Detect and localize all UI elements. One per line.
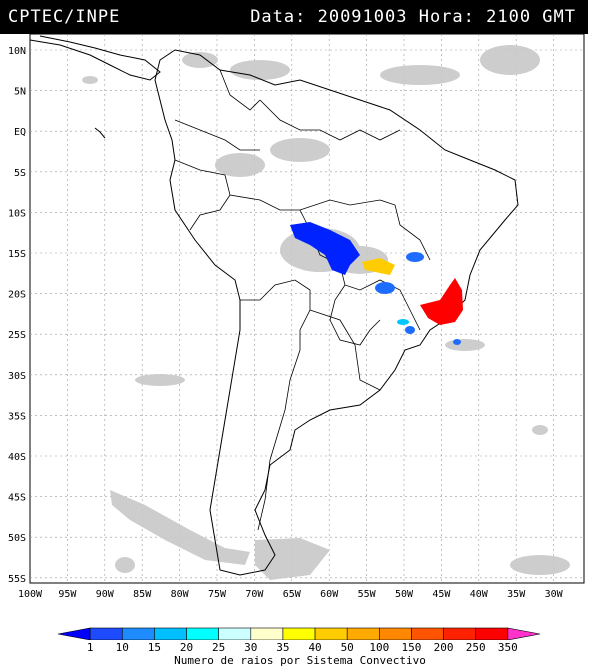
continent-outline	[29, 35, 519, 576]
lon-label: 85W	[133, 589, 152, 600]
lat-label: 5S	[14, 168, 26, 179]
cluster-red	[420, 278, 463, 325]
lat-label: 10N	[8, 46, 26, 57]
colorbar-label: 200	[433, 641, 454, 654]
colorbar-swatch	[282, 627, 316, 640]
colorbar-caption: Numero de raios por Sistema Convectivo	[174, 654, 426, 667]
lat-label: 25S	[8, 330, 26, 341]
colorbar-swatch	[475, 627, 509, 640]
datetime-label: Data: 20091003 Hora: 2100 GMT	[250, 7, 576, 27]
colorbar-label: 50	[340, 641, 354, 654]
colorbar-label: 30	[244, 641, 258, 654]
lon-label: 40W	[470, 589, 489, 600]
lightning-map: 10N5NEQ5S10S15S20S25S30S35S40S45S50S55S …	[8, 34, 585, 640]
lat-label: 55S	[8, 574, 26, 585]
colorbar-label: 250	[465, 641, 486, 654]
colorbar-swatch	[507, 627, 541, 640]
colorbar-label: 15	[147, 641, 162, 654]
colorbar-swatch	[89, 627, 123, 640]
lat-label: 40S	[8, 452, 26, 463]
colorbar-label: 25	[212, 641, 226, 654]
latitude-labels: 10N 5N EQ 5S 10S 15S 20S 25S 30S 35S 40S 45S 50S 55S	[8, 46, 26, 585]
colorbar-label: 1	[86, 641, 94, 654]
lat-label: 35S	[8, 411, 26, 422]
cluster-blue-small	[375, 252, 461, 345]
colorbar-label: 350	[497, 641, 518, 654]
lon-label: 70W	[245, 589, 264, 600]
colorbar-label: 40	[308, 641, 322, 654]
cluster-yellow	[362, 258, 395, 275]
lat-label: 10S	[8, 208, 26, 219]
colorbar-swatch	[250, 627, 284, 640]
cluster-blue-west	[290, 222, 360, 275]
colorbar-swatch	[379, 627, 412, 640]
colorbar-label: 10	[115, 641, 129, 654]
colorbar-swatch	[154, 627, 187, 640]
longitude-labels: 100W 95W 90W 85W 80W 75W 70W 65W 60W 55W 50W 45W 40W…	[18, 589, 564, 600]
colorbar-swatch	[411, 627, 444, 640]
lon-label: 100W	[18, 589, 43, 600]
lon-label: 30W	[545, 589, 564, 600]
lat-label: 45S	[8, 493, 26, 504]
lon-label: 65W	[283, 589, 302, 600]
lat-label: 50S	[8, 533, 26, 544]
lon-label: 95W	[58, 589, 77, 600]
lat-label: 15S	[8, 249, 26, 260]
lon-label: 35W	[507, 589, 526, 600]
colorbar	[57, 627, 541, 640]
colorbar-swatch	[218, 627, 252, 640]
lat-label: 20S	[8, 290, 26, 301]
map-frame	[29, 34, 585, 584]
lon-label: 55W	[358, 589, 377, 600]
colorbar-label: 35	[276, 641, 290, 654]
colorbar-swatch	[186, 627, 219, 640]
colorbar-swatch	[57, 627, 91, 640]
source-label: CPTEC/INPE	[8, 7, 121, 27]
colorbar-swatch	[346, 627, 380, 640]
lon-label: 50W	[395, 589, 414, 600]
lightning-clusters	[290, 222, 463, 345]
colorbar-swatch	[121, 627, 155, 640]
cluster-cyan	[397, 319, 409, 325]
colorbar-swatch	[314, 627, 348, 640]
lat-label: EQ	[14, 127, 26, 138]
colorbar-label: 100	[369, 641, 390, 654]
lat-label: 5N	[14, 87, 26, 98]
lat-label: 30S	[8, 371, 26, 382]
lon-label: 90W	[96, 589, 115, 600]
colorbar-label: 150	[401, 641, 422, 654]
colorbar-labels: 1 10 15 20 25 30 35 40 50 100 150 200 250 350	[0, 641, 600, 654]
lon-label: 60W	[320, 589, 339, 600]
colorbar-swatch	[443, 627, 477, 640]
lon-label: 75W	[208, 589, 227, 600]
map-header: CPTEC/INPE Data: 20091003 Hora: 2100 GMT	[0, 0, 588, 34]
colorbar-label: 20	[179, 641, 194, 654]
lon-label: 45W	[432, 589, 451, 600]
graticule	[30, 34, 584, 583]
lon-label: 80W	[171, 589, 190, 600]
